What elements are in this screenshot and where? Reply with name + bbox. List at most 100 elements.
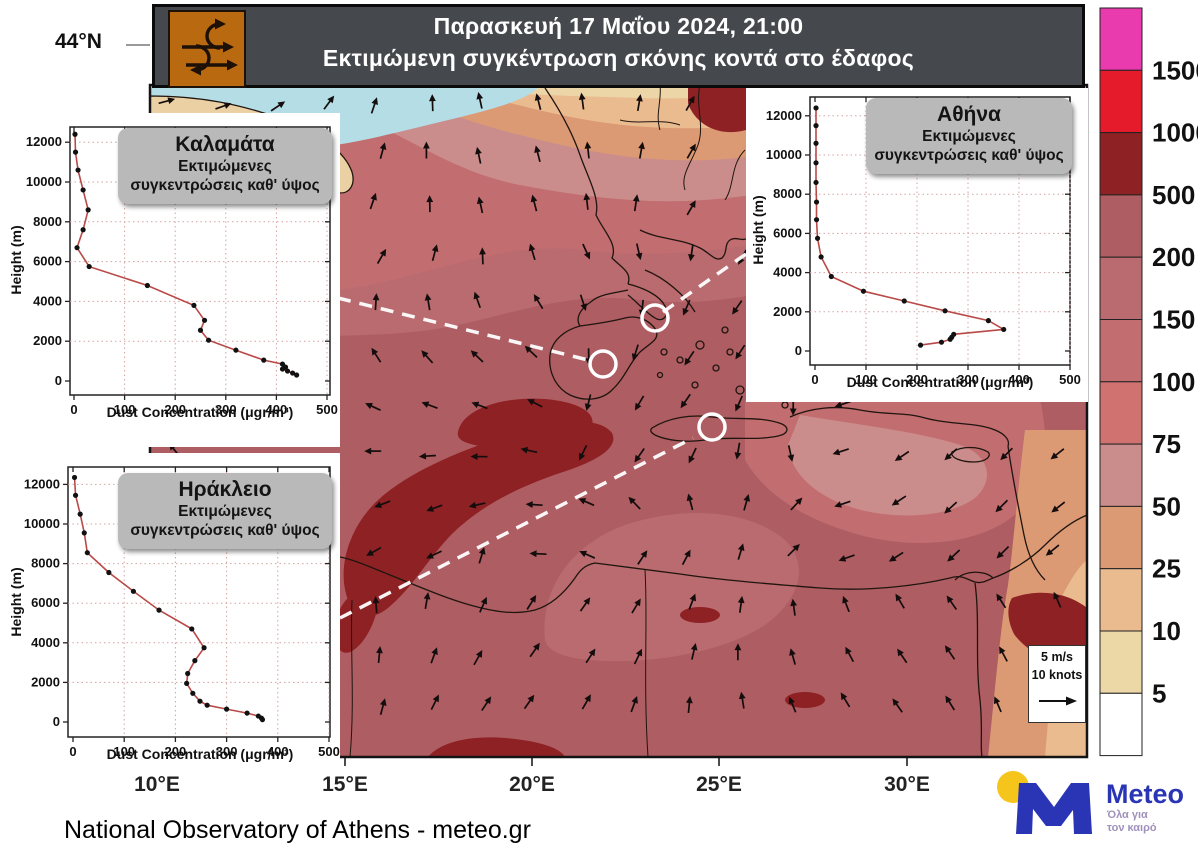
wind-arrow [529, 550, 547, 558]
lon-tick-label: 30°E [884, 773, 930, 796]
wind-arrow [525, 501, 543, 508]
wind-arrow [743, 494, 751, 511]
wind-arrow [790, 598, 797, 616]
wind-arrow [520, 446, 538, 454]
wind-arrow [473, 650, 483, 666]
x-axis-label: Dust Concentration (μgr/m³) [106, 746, 294, 762]
data-point [1001, 326, 1007, 333]
wind-speed-knots: 10 knots [1031, 668, 1083, 682]
wind-arrow [995, 499, 1009, 513]
colorbar-segment [1099, 505, 1143, 570]
wind-arrow [364, 447, 382, 455]
data-point [938, 339, 945, 345]
colorbar-label: 75 [1152, 429, 1181, 459]
wind-arrow [473, 291, 481, 309]
colorbar-segment [1099, 194, 1143, 258]
wind-arrow [579, 294, 587, 311]
latitude-tick [126, 44, 150, 46]
data-point [813, 199, 820, 205]
inset-title-kalamata: Καλαμάτα Εκτιμώμενες συγκεντρώσεις καθ' … [118, 128, 332, 204]
wind-arrow [524, 345, 538, 359]
wind-arrow [999, 646, 1008, 662]
inset-city-name: Αθήνα [937, 103, 1001, 126]
data-point [814, 235, 821, 241]
x-tick-label: 0 [811, 372, 818, 387]
wind-arrow [370, 97, 378, 114]
wind-arrow [374, 500, 391, 508]
wind-speed-ms: 5 m/s [1041, 650, 1073, 664]
wind-arrow [944, 448, 958, 461]
wind-arrow [685, 95, 695, 111]
wind-arrow [379, 698, 387, 715]
wind-arrow [895, 593, 905, 609]
wind-arrow [680, 393, 691, 409]
latitude-label: 44°N [55, 30, 102, 53]
x-tick-label: 100 [114, 402, 136, 417]
wind-arrow [369, 192, 377, 210]
inset-subtitle-2: συγκεντρώσεις καθ' ύψος [874, 147, 1064, 164]
wind-arrow [789, 648, 796, 665]
wind-arrow [842, 595, 850, 613]
wind-arrow [946, 595, 958, 610]
wind-arrow [996, 593, 1007, 609]
wind-arrow [479, 596, 488, 613]
inset-subtitle-1: Εκτιμώμενες [178, 158, 272, 175]
wind-arrow [790, 497, 803, 511]
wind-arrow [468, 501, 486, 509]
data-point [284, 368, 291, 374]
lon-tick-label: 25°E [696, 773, 742, 796]
wind-arrow [421, 350, 434, 364]
data-point [828, 273, 834, 280]
y-tick-label: 6000 [773, 225, 802, 240]
lon-tick-label: 15°E [322, 773, 368, 796]
wind-arrow [734, 643, 742, 661]
wind-arrow [372, 596, 380, 614]
colorbar-segment [1099, 319, 1143, 383]
logo-brand-text: Meteo [1106, 779, 1184, 809]
wind-arrow [686, 493, 694, 511]
data-point [190, 690, 196, 696]
lon-tick-label: 20°E [509, 773, 555, 796]
wind-arrow [530, 194, 538, 212]
wind-arrow [1053, 591, 1062, 608]
x-tick-label: 500 [1059, 372, 1081, 387]
wind-arrow [688, 244, 695, 262]
data-point [233, 347, 239, 353]
wind-arrow [376, 646, 383, 664]
banner-subtitle: Εκτιμώμενη συγκέντρωση σκόνης κοντά στο … [322, 45, 915, 71]
wind-arrow [323, 95, 335, 110]
inset-city-name: Καλαμάτα [175, 133, 275, 156]
wind-arrow [431, 244, 439, 262]
inset-panel-irakleio: 0 100 200 300 400 500 0 2000 4000 6000 8000 10000 12… [2, 453, 340, 773]
colorbar-label: 10 [1152, 616, 1181, 646]
y-tick-label: 2000 [33, 333, 62, 348]
wind-arrow [996, 545, 1010, 559]
wind-arrow [423, 592, 431, 610]
wind-arrow [430, 694, 439, 711]
wind-arrow [686, 200, 696, 216]
colorbar-label: 5 [1152, 678, 1166, 708]
data-point [813, 140, 819, 146]
wind-arrow [534, 145, 541, 163]
wind-arrow [688, 447, 697, 464]
wind-arrow [426, 195, 434, 213]
y-tick-label: 6000 [33, 254, 62, 269]
data-point [860, 288, 867, 294]
wind-arrow [734, 442, 742, 460]
wind-arrow [628, 496, 641, 510]
colorbar-label: 50 [1152, 491, 1181, 521]
data-point [144, 282, 150, 289]
y-axis-label: Height (m) [8, 567, 24, 637]
wind-arrow [365, 402, 381, 411]
wind-arrow [686, 143, 696, 159]
y-tick-label: 4000 [773, 265, 802, 280]
wind-arrow [1000, 447, 1013, 461]
wind-arrow [735, 395, 743, 412]
wind-arrow [737, 595, 745, 613]
data-point [86, 263, 92, 270]
wind-arrow [579, 444, 588, 461]
wind-arrow [632, 194, 640, 212]
wind-arrow [429, 94, 436, 112]
y-tick-label: 4000 [31, 635, 60, 650]
colorbar-segment [1099, 132, 1143, 196]
